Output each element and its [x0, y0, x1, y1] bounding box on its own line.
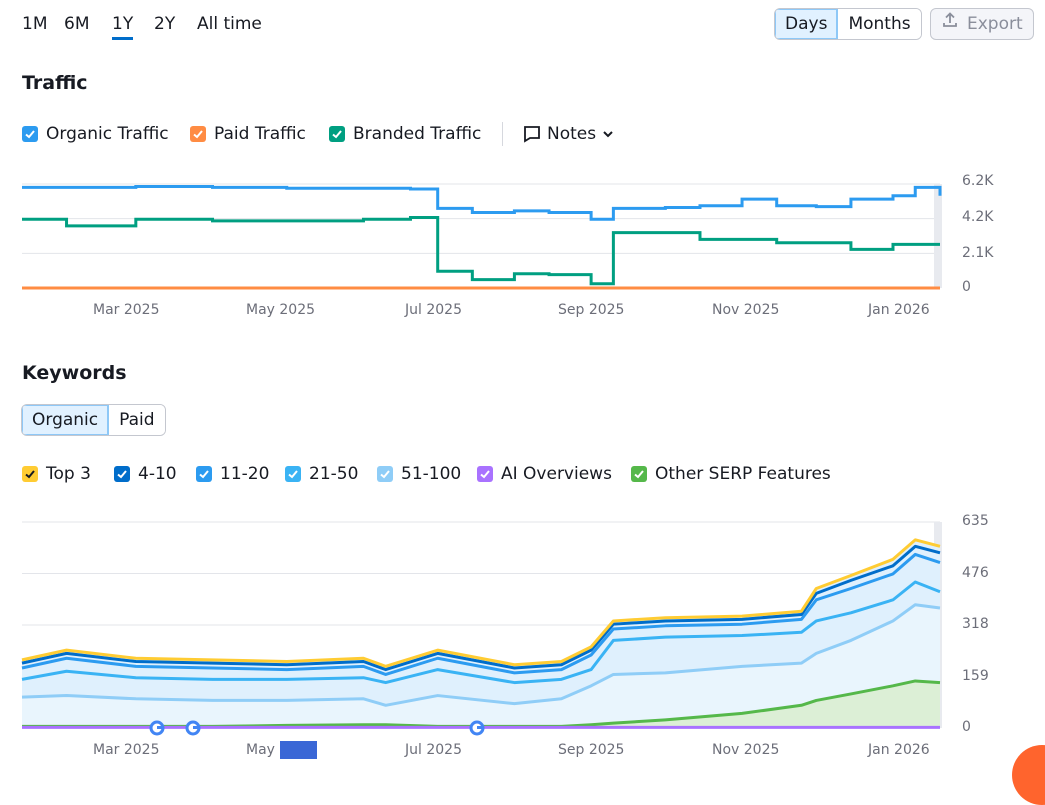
- google-update-icon[interactable]: [185, 720, 201, 736]
- period-all-time[interactable]: All time: [197, 14, 262, 34]
- legend-organic-traffic[interactable]: Organic Traffic: [22, 124, 169, 144]
- export-label: Export: [967, 14, 1023, 34]
- organic-tab[interactable]: Organic: [22, 405, 110, 435]
- legend-paid-traffic[interactable]: Paid Traffic: [190, 124, 306, 144]
- legend-branded-traffic[interactable]: Branded Traffic: [329, 124, 481, 144]
- checkbox-icon: [377, 466, 393, 482]
- series-line-51-100[interactable]: [21, 603, 941, 707]
- legend-label: AI Overviews: [501, 464, 612, 484]
- google-update-icon[interactable]: [469, 720, 485, 736]
- traffic-title: Traffic: [22, 72, 88, 94]
- checkbox-icon: [631, 466, 647, 482]
- series-line-branded-traffic[interactable]: [22, 216, 940, 286]
- y-tick: 318: [962, 616, 989, 632]
- x-tick: Jul 2025: [405, 742, 462, 758]
- days-button[interactable]: Days: [775, 9, 839, 39]
- checkbox-icon: [22, 466, 38, 482]
- x-tick: Sep 2025: [558, 302, 625, 318]
- series-line-21-50[interactable]: [21, 580, 941, 685]
- legend-label: 11-20: [220, 464, 270, 484]
- keywords-area-fill-low: [22, 604, 940, 728]
- highlight-marker: [280, 741, 317, 759]
- legend-4-10[interactable]: 4-10: [114, 464, 177, 484]
- legend-21-50[interactable]: 21-50: [285, 464, 358, 484]
- y-tick: 0: [962, 719, 971, 735]
- y-tick: 0: [962, 279, 971, 295]
- x-tick: Jan 2026: [868, 742, 930, 758]
- checkbox-icon: [285, 466, 301, 482]
- period-1m[interactable]: 1M: [22, 14, 48, 34]
- keywords-chart[interactable]: [0, 510, 945, 740]
- y-tick: 476: [962, 565, 989, 581]
- legend-top-3[interactable]: Top 3: [22, 464, 91, 484]
- x-tick: Nov 2025: [712, 302, 780, 318]
- x-tick: Sep 2025: [558, 742, 625, 758]
- period-6m[interactable]: 6M: [64, 14, 90, 34]
- x-tick: May 2025: [246, 302, 316, 318]
- checkbox-icon: [114, 466, 130, 482]
- checkbox-icon: [329, 126, 345, 142]
- y-tick: 6.2K: [962, 173, 994, 189]
- months-button[interactable]: Months: [838, 9, 921, 39]
- legend-label: 51-100: [401, 464, 462, 484]
- checkbox-icon: [477, 466, 493, 482]
- google-update-icon[interactable]: [149, 720, 165, 736]
- legend-label: Paid Traffic: [214, 124, 306, 144]
- keywords-title: Keywords: [22, 362, 127, 384]
- notes-label: Notes: [547, 124, 597, 144]
- series-line-11-20[interactable]: [21, 552, 941, 676]
- notes-dropdown[interactable]: Notes: [523, 124, 614, 144]
- chat-widget-button[interactable]: [1012, 745, 1045, 805]
- legend-label: Top 3: [46, 464, 91, 484]
- legend-51-100[interactable]: 51-100: [377, 464, 461, 484]
- y-tick: 4.2K: [962, 209, 994, 225]
- incomplete-data-band: [934, 184, 942, 288]
- checkbox-icon: [190, 126, 206, 142]
- checkbox-icon: [22, 126, 38, 142]
- granularity-toggle: Days Months: [774, 8, 922, 40]
- period-1y[interactable]: 1Y: [112, 14, 134, 40]
- legend-ai-overviews[interactable]: AI Overviews: [477, 464, 612, 484]
- comment-icon: [523, 125, 541, 143]
- paid-tab[interactable]: Paid: [109, 405, 165, 435]
- legend-11-20[interactable]: 11-20: [196, 464, 269, 484]
- legend-label: 21-50: [309, 464, 359, 484]
- legend-label: Organic Traffic: [46, 124, 169, 144]
- x-tick: May: [246, 742, 275, 758]
- y-tick: 159: [962, 668, 989, 684]
- x-tick: Mar 2025: [93, 742, 160, 758]
- series-line-organic-traffic[interactable]: [22, 185, 942, 221]
- legend-label: Other SERP Features: [655, 464, 831, 484]
- x-tick: Nov 2025: [712, 742, 780, 758]
- series-line-4-10[interactable]: [21, 544, 941, 672]
- legend-label: 4-10: [138, 464, 177, 484]
- legend-divider: [502, 122, 503, 146]
- keywords-type-toggle: Organic Paid: [21, 404, 166, 436]
- y-tick: 635: [962, 513, 989, 529]
- chevron-down-icon: [602, 128, 614, 140]
- x-tick: Jul 2025: [405, 302, 462, 318]
- y-tick: 2.1K: [962, 245, 994, 261]
- x-tick: Jan 2026: [868, 302, 930, 318]
- traffic-chart[interactable]: [0, 170, 945, 300]
- upload-icon: [941, 9, 959, 39]
- legend-other-serp-features[interactable]: Other SERP Features: [631, 464, 831, 484]
- legend-label: Branded Traffic: [353, 124, 482, 144]
- x-tick: Mar 2025: [93, 302, 160, 318]
- export-button[interactable]: Export: [930, 8, 1034, 40]
- checkbox-icon: [196, 466, 212, 482]
- series-line-top-3[interactable]: [21, 538, 941, 668]
- period-2y[interactable]: 2Y: [154, 14, 176, 34]
